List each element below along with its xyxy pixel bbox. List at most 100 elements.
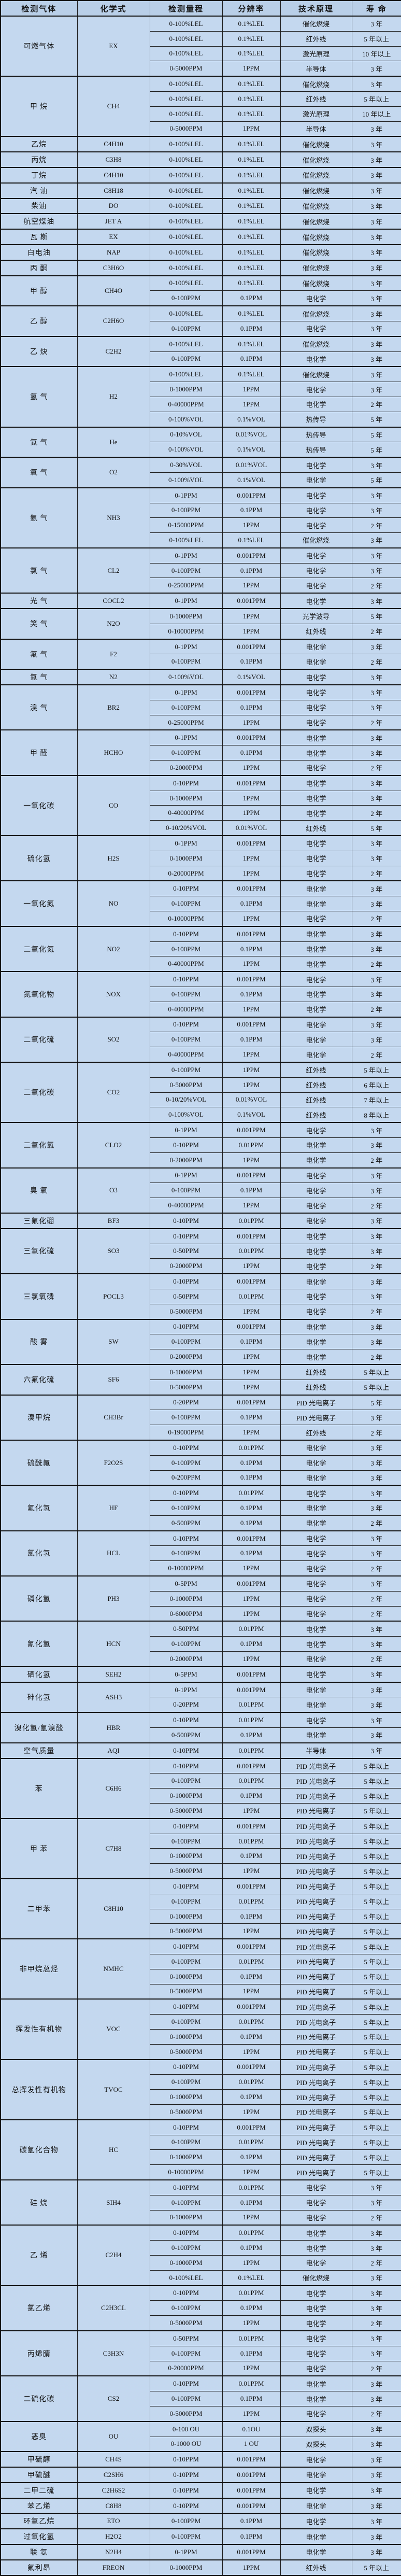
formula-cell: POCL3 [77,1273,150,1320]
range-cell: 0-2000PPM [149,760,223,776]
table-row: 0-6000PPM 1PPM 电化学 2 年 [1,1606,401,1622]
principle-cell: PID 光电离子 [280,2134,352,2150]
resolution-cell: 0.001PPM [222,1938,281,1955]
lifespan-cell: 5 年 [351,426,401,443]
formula-cell: HF [77,1485,150,1531]
range-cell: 0-200PPM [149,1470,223,1486]
lifespan-cell: 5 年以上 [351,1893,401,1909]
resolution-cell: 0.1PPM [222,1545,281,1561]
range-cell: 0-100PPM [149,2134,223,2150]
lifespan-cell: 3 年 [351,15,401,32]
resolution-cell: 0.1PPM [222,1500,281,1516]
principle-cell: 电化学 [280,760,352,776]
principle-cell: PID 光电离子 [280,2074,352,2090]
range-cell: 0-100PPM [149,1032,223,1048]
gas-name-cell: 非甲烷总烃 [0,1938,78,2000]
range-cell: 0-100PPM [149,1773,223,1789]
lifespan-cell: 3 年 [351,2225,401,2241]
resolution-cell: 0.1%LEL [222,259,281,276]
principle-cell: 电化学 [280,2255,352,2271]
principle-cell: PID 光电离子 [280,1818,352,1834]
resolution-cell: 0.001PPM [222,1016,281,1033]
principle-cell: 电化学 [280,1590,352,1607]
lifespan-cell: 5 年以上 [351,1923,401,1939]
principle-cell: 电化学 [280,654,352,670]
lifespan-cell: 3 年 [351,790,401,806]
gas-name-cell: 丙 酮 [0,259,78,276]
principle-cell: 热传导 [280,411,352,428]
lifespan-cell: 5 年以上 [351,2559,401,2576]
resolution-cell: 0.1PPM [222,2029,281,2045]
gas-name-cell: 苯 [0,1757,78,1819]
resolution-cell: 1PPM [222,382,281,397]
principle-cell: 热传导 [280,442,352,458]
range-cell: 0-100%VOL [149,472,223,488]
resolution-cell: 0.001PPM [222,2497,281,2514]
resolution-cell: 0.001PPM [222,684,281,700]
resolution-cell: 1PPM [222,1152,281,1169]
principle-cell: PID 光电离子 [280,1773,352,1789]
table-row: 二氧化碳 CO2 0-100PPM 1PPM 红外线 5 年以上 [0,1061,401,1123]
lifespan-cell: 3 年 [351,1666,401,1683]
range-cell: 0-100%LEL [149,366,223,383]
lifespan-cell: 3 年 [351,1636,401,1652]
table-row: 0-1000PPM 0.1PPM PID 光电离子 5 年以上 [1,1788,401,1804]
range-cell: 0-100PPM [149,351,223,367]
range-cell: 0-10000PPM [149,2164,223,2180]
range-cell: 0-100%LEL [149,76,223,92]
range-cell: 0-10PPM [149,971,223,988]
range-cell: 0-100%VOL [149,669,223,685]
range-cell: 0-10PPM [149,1212,223,1229]
gas-name-cell: 氯 气 [0,547,78,594]
principle-cell: PID 光电离子 [280,1938,352,1955]
lifespan-cell: 3 年 [351,182,401,199]
resolution-cell: 1PPM [222,1061,281,1078]
principle-cell: 电化学 [280,1032,352,1048]
formula-cell: C2H6O [77,305,150,337]
resolution-cell: 0.01PPM [222,1288,281,1304]
resolution-cell: 0.1%LEL [222,532,281,548]
table-row: 0-5000PPM 1PPM PID 光电离子 5 年以上 [1,2104,401,2120]
table-row: 非甲烷总烃 NMHC 0-10PPM 0.001PPM PID 光电离子 5 年以上 [0,1938,401,2000]
range-cell: 0-10PPM [149,1818,223,1834]
lifespan-cell: 3 年 [351,2420,401,2437]
lifespan-cell: 3 年 [351,1410,401,1426]
range-cell: 0-2000PPM [149,1349,223,1365]
principle-cell: 电化学 [280,865,352,881]
table-row: 0-1000PPM 0.1PPM PID 光电离子 5 年以上 [1,1848,401,1864]
range-cell: 0-10PPM [149,2451,223,2468]
resolution-cell: 0.1PPM [222,1968,281,1984]
range-cell: 0-1000PPM [149,2149,223,2165]
range-cell: 0-100%LEL [149,198,223,214]
lifespan-cell: 3 年 [351,351,401,367]
resolution-cell: 0.001PPM [222,1818,281,1834]
table-row: 硒化氢 SEH2 0-5PPM 0.001PPM 电化学 3 年 [0,1666,401,1683]
table-row: 可燃气体 EX 0-100%LEL 0.1%LEL 催化燃烧 3 年 [0,15,401,77]
table-row: 氮 气 N2 0-100%VOL 0.1%VOL 电化学 3 年 [0,669,401,685]
resolution-cell: 1PPM [222,578,281,594]
resolution-cell: 0.001PPM [222,1228,281,1244]
table-row: 0-100%LEL 0.1%LEL 激光原理 10 年以上 [1,106,401,122]
principle-cell: 热传导 [280,426,352,443]
range-cell: 0-10PPM [149,1318,223,1335]
principle-cell: PID 光电离子 [280,1954,352,1969]
lifespan-cell: 3 年 [351,1183,401,1199]
range-cell: 0-10PPM [149,1228,223,1244]
resolution-cell: 0.01PPM [222,1833,281,1849]
lifespan-cell: 3 年 [351,1575,401,1592]
resolution-cell: 0.1PPM [222,2089,281,2105]
formula-cell: NH3 [77,487,150,548]
formula-cell: SF6 [77,1363,150,1396]
lifespan-cell: 2 年 [351,1425,401,1441]
lifespan-cell: 5 年以上 [351,1803,401,1819]
resolution-cell: 0.001PPM [222,1575,281,1592]
principle-cell: 电化学 [280,320,352,337]
gas-name-cell: 甲 苯 [0,1818,78,1879]
resolution-cell: 0.01PPM [222,1697,281,1713]
table-row: 0-100PPM 0.1PPM 电化学 3 年 [1,987,401,1002]
lifespan-cell: 3 年 [351,198,401,214]
principle-cell: PID 光电离子 [280,1863,352,1879]
formula-cell: NAP [77,244,150,261]
range-cell: 0-40000PPM [149,1198,223,1214]
principle-cell: 红外线 [280,820,352,836]
